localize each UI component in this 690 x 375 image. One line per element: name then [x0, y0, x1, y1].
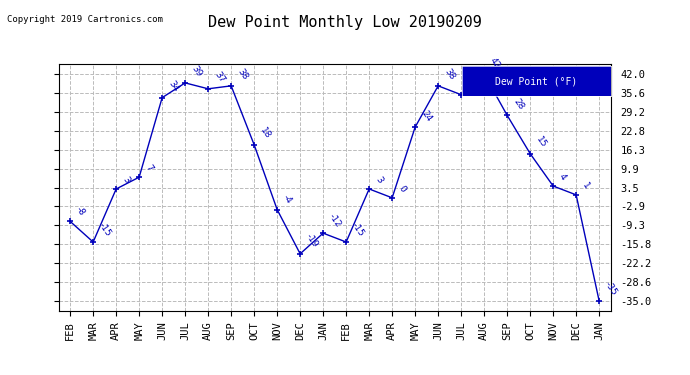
Text: 35: 35: [465, 76, 480, 90]
Text: Copyright 2019 Cartronics.com: Copyright 2019 Cartronics.com: [7, 15, 163, 24]
Text: Dew Point Monthly Low 20190209: Dew Point Monthly Low 20190209: [208, 15, 482, 30]
Text: 4: 4: [558, 172, 568, 182]
Text: 1: 1: [580, 181, 591, 191]
Text: -19: -19: [304, 232, 320, 250]
Text: 7: 7: [144, 163, 154, 173]
Text: 18: 18: [258, 126, 273, 141]
Text: -15: -15: [351, 220, 366, 238]
Text: -35: -35: [603, 279, 619, 297]
Text: 24: 24: [420, 108, 433, 123]
Text: -4: -4: [282, 193, 294, 206]
Text: 39: 39: [189, 64, 204, 79]
Text: 3: 3: [373, 175, 384, 185]
Text: -15: -15: [97, 220, 113, 238]
Text: 0: 0: [396, 184, 407, 194]
Text: 37: 37: [213, 70, 226, 85]
Text: -12: -12: [327, 212, 343, 229]
Text: 38: 38: [235, 67, 249, 82]
Text: 42: 42: [489, 56, 502, 70]
Text: 3: 3: [120, 175, 131, 185]
Text: 28: 28: [511, 97, 525, 111]
Text: -8: -8: [75, 205, 87, 217]
Text: 34: 34: [166, 79, 180, 93]
Text: 15: 15: [534, 135, 549, 150]
Text: 38: 38: [442, 67, 456, 82]
